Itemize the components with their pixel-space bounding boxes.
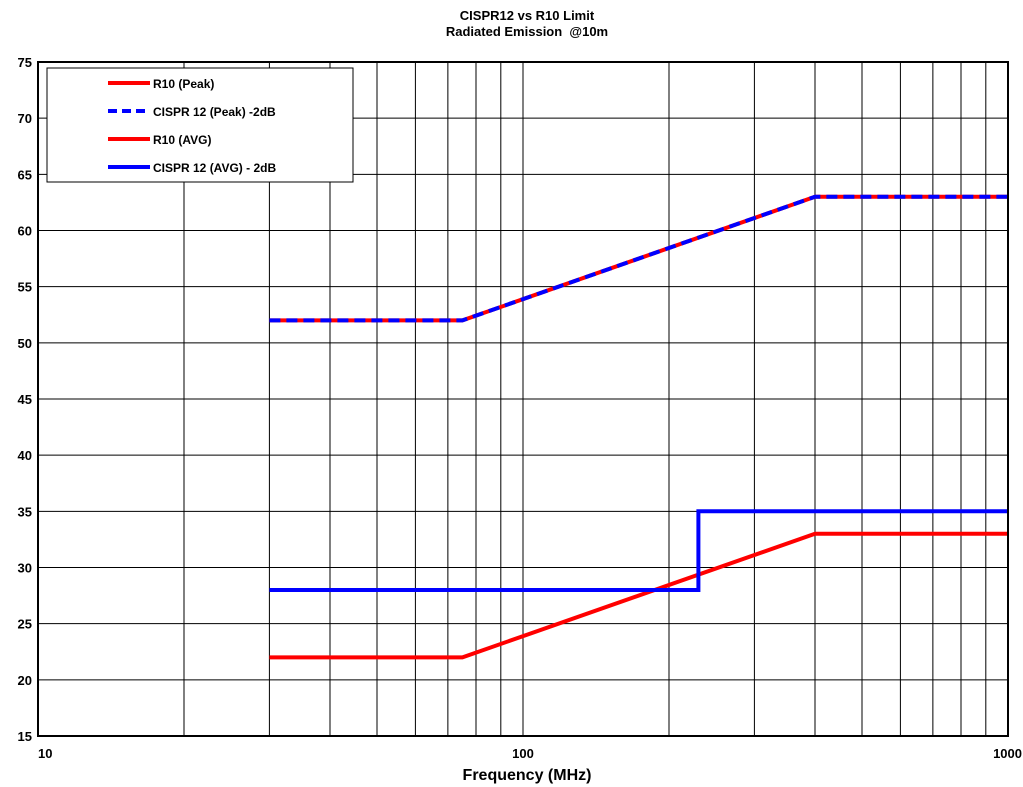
- y-tick-label: 45: [18, 392, 32, 407]
- legend-label: R10 (AVG): [153, 133, 211, 147]
- y-tick-label: 20: [18, 673, 32, 688]
- x-tick-label: 100: [512, 746, 534, 761]
- y-tick-label: 35: [18, 504, 32, 519]
- y-tick-label: 65: [18, 167, 32, 182]
- tick-labels: 15 20 25 30 35 40 45 50 55 60 65 70 75 10 100 1000: [18, 55, 1022, 761]
- x-axis-label: Frequency (MHz): [463, 767, 592, 784]
- y-tick-label: 60: [18, 224, 32, 239]
- y-tick-label: 55: [18, 280, 32, 295]
- y-tick-label: 40: [18, 448, 32, 463]
- series-line: [269, 509, 1008, 592]
- chart-subtitle: Radiated Emission @10m: [446, 24, 608, 39]
- legend: R10 (Peak) CISPR 12 (Peak) -2dB R10 (AVG) C…: [46, 67, 354, 183]
- series-line: [269, 531, 1008, 660]
- legend-label: CISPR 12 (Peak) -2dB: [153, 105, 276, 119]
- x-tick-label: 1000: [993, 746, 1022, 761]
- legend-label: R10 (Peak): [153, 77, 214, 91]
- y-tick-label: 70: [18, 111, 32, 126]
- y-tick-label: 75: [18, 55, 32, 70]
- chart-title: CISPR12 vs R10 Limit: [460, 8, 595, 23]
- plot-frame: [37, 61, 1009, 737]
- legend-label: CISPR 12 (AVG) - 2dB: [153, 161, 276, 175]
- y-tick-label: 25: [18, 617, 32, 632]
- series-line: [269, 194, 1008, 323]
- x-tick-label: 10: [38, 746, 52, 761]
- legend-box: [46, 67, 354, 183]
- series-layer: [269, 194, 1008, 660]
- y-tick-label: 30: [18, 561, 32, 576]
- y-tick-label: 50: [18, 336, 32, 351]
- y-tick-label: 15: [18, 729, 32, 744]
